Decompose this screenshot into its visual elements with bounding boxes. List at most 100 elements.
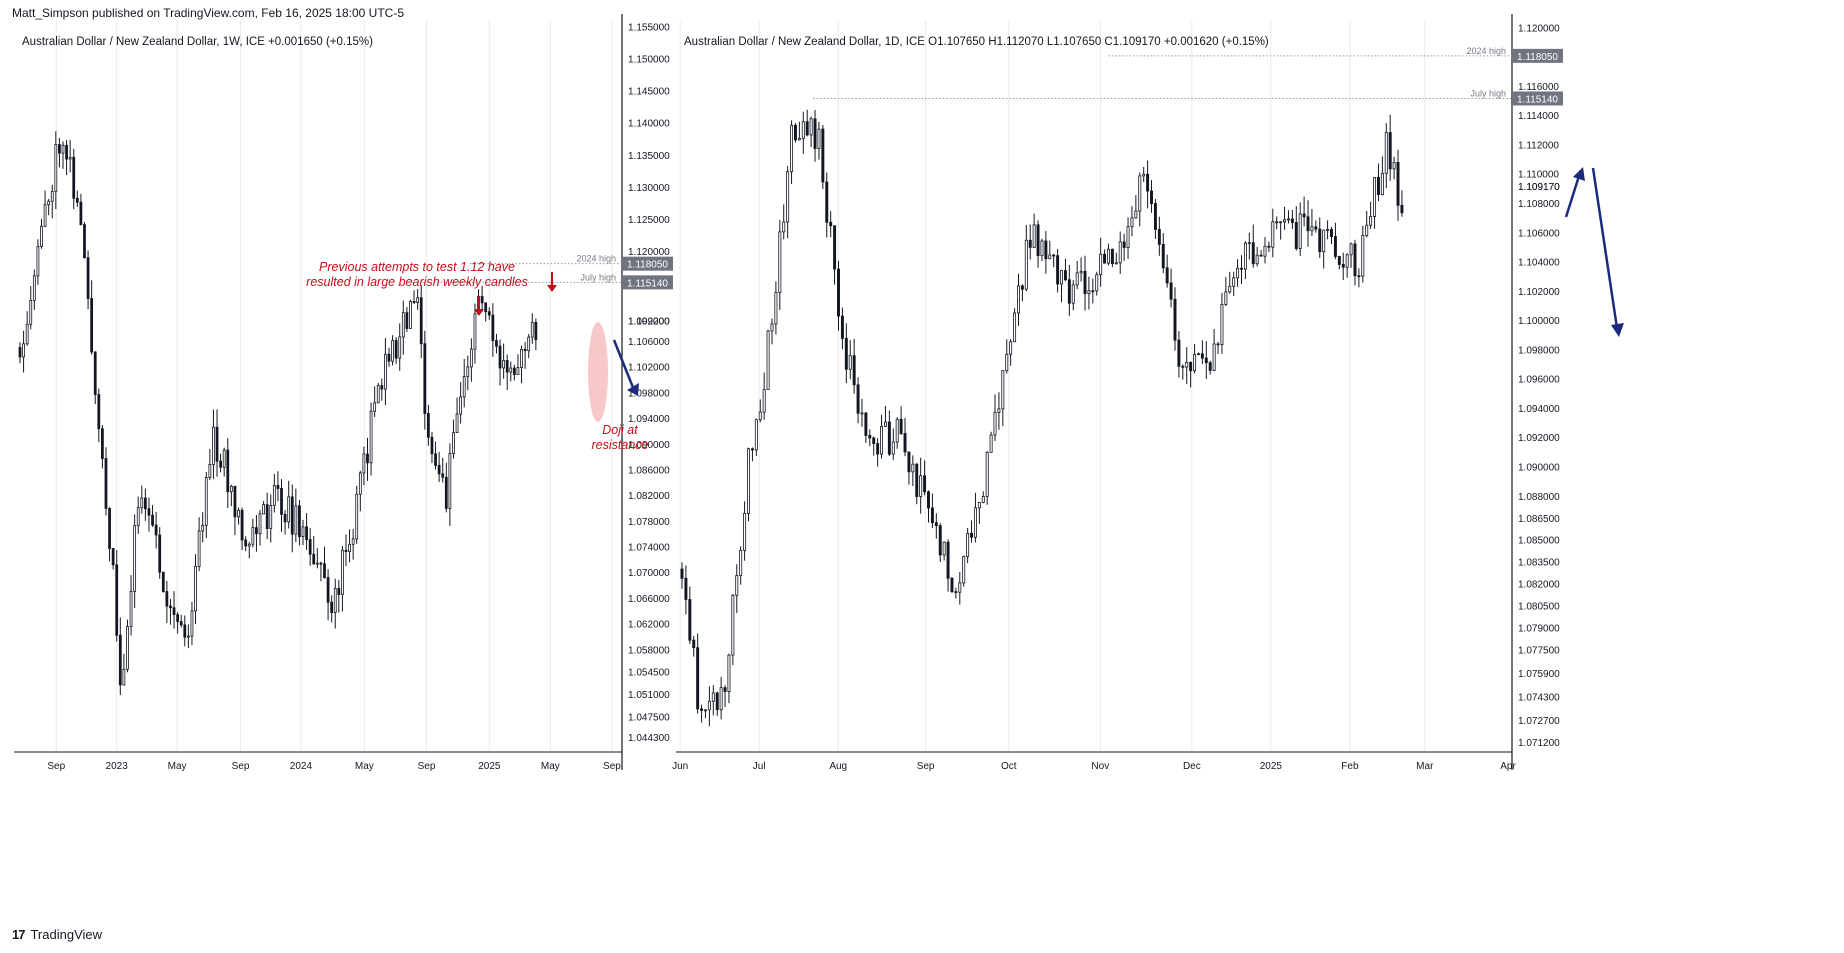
y-tick-label: 1.150000 [628, 55, 670, 66]
y-tick-label: 1.109170 [1518, 182, 1560, 193]
candle-body [405, 312, 409, 329]
candle-body [817, 128, 821, 149]
y-tick-label: 1.080500 [1518, 602, 1560, 613]
current-price-label: 1.109170 [1518, 182, 1560, 193]
candle-body [688, 599, 692, 641]
candle-body [47, 200, 51, 206]
candle-body [115, 564, 119, 636]
candle-body [186, 635, 190, 638]
candle-body [158, 534, 162, 573]
candle-body [93, 351, 97, 395]
candle-body [201, 524, 205, 532]
candle-body [1048, 254, 1052, 260]
candle-body [1224, 291, 1228, 305]
candle-body [1153, 203, 1157, 230]
current-price-label: 1.109200 [628, 317, 670, 328]
candle-body [516, 367, 520, 375]
candle-body [341, 549, 344, 595]
candle-body [1044, 240, 1048, 260]
candle-body [280, 488, 283, 515]
candle-body [1251, 242, 1255, 265]
y-tick-label: 1.090000 [628, 440, 670, 451]
y-tick-label: 1.135000 [628, 151, 670, 162]
candle-body [229, 485, 233, 493]
candle-body [1388, 132, 1392, 170]
candle-body [409, 301, 412, 329]
candle-body [782, 221, 786, 233]
candle-body [90, 298, 94, 353]
candle-body [1165, 267, 1169, 284]
candle-body [444, 476, 448, 509]
candle-body [1255, 254, 1259, 265]
y-tick-label: 1.092000 [628, 317, 670, 328]
level-label: July high [580, 272, 616, 282]
candle-body [441, 473, 445, 478]
candle-body [970, 532, 974, 538]
y-tick-label: 1.110000 [1518, 170, 1559, 181]
candle-body [997, 408, 1001, 413]
candle-body [1107, 248, 1110, 264]
y-tick-label: 1.120000 [1518, 23, 1560, 34]
level-price-badge [623, 275, 673, 290]
candle-body [1150, 190, 1153, 204]
candle-body [887, 421, 891, 455]
candle-body [973, 507, 977, 538]
candle-body [462, 376, 466, 398]
candle-body [358, 472, 362, 495]
candle-body [40, 225, 43, 247]
x-tick-label: Apr [1500, 761, 1516, 772]
candle-body [1220, 304, 1224, 345]
candle-body [204, 477, 208, 526]
level-label: 2024 high [1466, 46, 1506, 56]
candle-body [1232, 277, 1236, 287]
candle-body [1345, 254, 1349, 268]
candle-body [86, 257, 90, 299]
candle-body [825, 181, 829, 223]
y-tick-label: 1.098000 [1518, 345, 1560, 356]
candle-body [778, 231, 782, 293]
candle-body [1353, 243, 1357, 277]
candle-body [907, 451, 911, 473]
candle-body [692, 639, 696, 649]
candle-body [419, 297, 423, 345]
candle-body [891, 441, 895, 455]
candle-body [876, 443, 880, 455]
candle-body [369, 410, 373, 464]
y-tick-label: 1.088000 [1518, 492, 1560, 503]
y-tick-label: 1.104000 [1518, 258, 1560, 269]
candle-body [219, 460, 222, 468]
candle-body [735, 575, 739, 596]
candle-body [416, 297, 420, 303]
annotation-doji: resistance [592, 438, 649, 452]
x-tick-label: Aug [829, 761, 847, 772]
x-tick-label: Sep [603, 761, 621, 772]
candle-body [437, 464, 441, 475]
candle-body [22, 343, 25, 358]
candle-body [480, 295, 484, 304]
candle-body [126, 626, 129, 670]
candle-body [1365, 224, 1369, 236]
y-tick-label: 1.070000 [628, 568, 670, 579]
candle-body [1009, 341, 1013, 355]
candle-body [1103, 253, 1107, 264]
candle-body [747, 448, 750, 514]
candle-body [161, 571, 165, 592]
candle-body [101, 428, 104, 459]
candle-body [1052, 254, 1056, 257]
candle-body [176, 614, 180, 623]
candle-body [190, 610, 194, 637]
candle-body [398, 336, 402, 359]
x-tick-label: Sep [232, 761, 250, 772]
candle-body [1157, 229, 1161, 245]
candle-body [355, 493, 359, 540]
candle-body [1361, 235, 1365, 277]
y-tick-label: 1.114000 [1518, 111, 1559, 122]
candle-body [111, 548, 115, 566]
y-tick-label: 1.096000 [1518, 375, 1560, 386]
candle-body [1333, 236, 1337, 257]
candle-body [484, 302, 488, 313]
candle-body [1095, 274, 1099, 292]
candle-body [384, 353, 387, 390]
candle-body [1200, 353, 1204, 359]
